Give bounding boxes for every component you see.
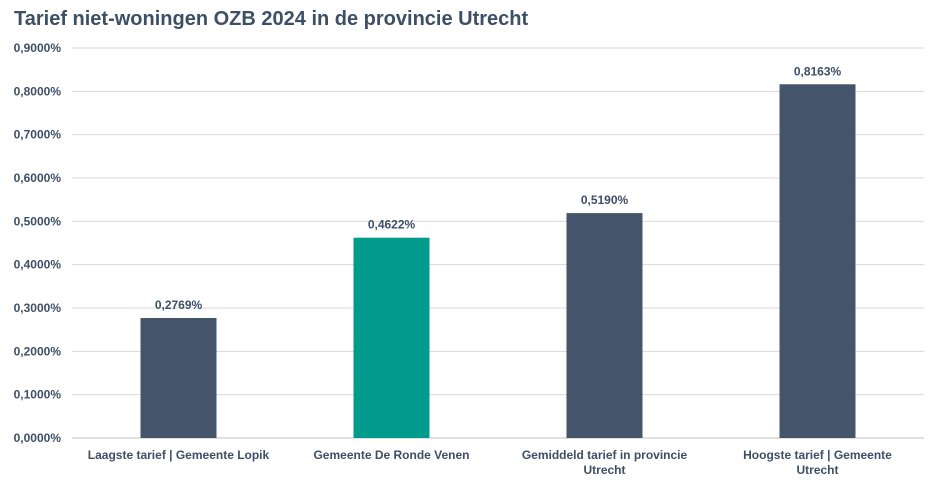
y-tick-label: 0,9000% [14,41,62,55]
data-label: 0,2769% [155,298,203,312]
data-label: 0,4622% [368,218,416,232]
chart-title: Tarief niet-woningen OZB 2024 in de prov… [14,8,529,30]
y-tick-label: 0,7000% [14,128,62,142]
category-label: Laagste tarief | Gemeente Lopik [88,448,270,462]
y-tick-label: 0,1000% [14,388,62,402]
bar [353,237,430,438]
y-tick-label: 0,6000% [14,171,62,185]
y-tick-label: 0,2000% [14,344,62,358]
bar [140,318,217,438]
y-tick-label: 0,0000% [14,431,62,445]
category-label: Gemiddeld tarief in provincie [522,448,688,462]
data-label: 0,5190% [581,193,629,207]
category-label: Utrecht [583,463,625,477]
category-label: Hoogste tarief | Gemeente [743,448,892,462]
y-tick-label: 0,5000% [14,214,62,228]
category-label: Utrecht [796,463,838,477]
y-tick-label: 0,8000% [14,84,62,98]
category-label: Gemeente De Ronde Venen [313,448,469,462]
y-tick-label: 0,4000% [14,258,62,272]
bar [779,84,856,439]
y-tick-label: 0,3000% [14,301,62,315]
data-label: 0,8163% [794,64,842,78]
bar [566,213,643,438]
